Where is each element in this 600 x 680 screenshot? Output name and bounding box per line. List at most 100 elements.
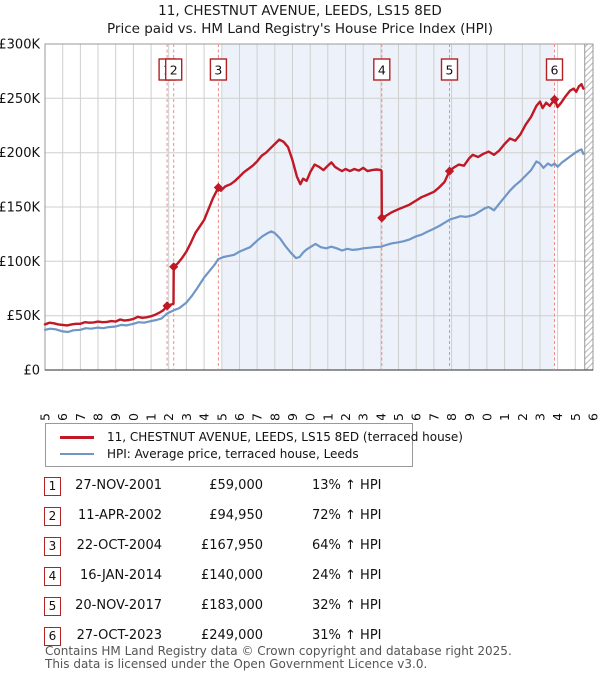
sale-vs-hpi: 31% ↑ HPI <box>312 628 382 643</box>
svg-text:2015: 2015 <box>391 413 406 420</box>
sale-price: £183,000 <box>200 598 263 613</box>
sale-date: 11-APR-2002 <box>78 508 162 523</box>
svg-text:4: 4 <box>378 63 386 78</box>
sale-number-badge: 1 <box>44 477 61 496</box>
svg-text:2014: 2014 <box>373 413 388 420</box>
sale-number-badge: 4 <box>44 567 61 586</box>
chart-legend: 11, CHESTNUT AVENUE, LEEDS, LS15 8ED (te… <box>45 423 463 467</box>
legend-label: HPI: Average price, terraced house, Leed… <box>107 447 359 461</box>
sale-price: £59,000 <box>209 478 263 493</box>
sale-table-row-2: 2 11-APR-2002 £94,950 72% ↑ HPI <box>0 507 600 529</box>
sale-flag-3: 3 <box>209 58 228 81</box>
sale-date: 20-NOV-2017 <box>75 598 162 613</box>
sale-vs-hpi: 64% ↑ HPI <box>312 538 382 553</box>
svg-text:2008: 2008 <box>267 413 282 420</box>
svg-text:1996: 1996 <box>55 413 70 420</box>
sale-flag-6: 6 <box>545 58 564 81</box>
sale-number-badge: 5 <box>44 597 61 616</box>
svg-text:3: 3 <box>214 63 222 78</box>
svg-text:2010: 2010 <box>303 413 318 420</box>
svg-text:6: 6 <box>551 63 559 78</box>
sale-date: 27-OCT-2023 <box>76 628 162 643</box>
sale-price: £94,950 <box>209 508 263 523</box>
price-paid-line <box>43 82 585 327</box>
svg-text:£50K: £50K <box>7 309 41 324</box>
svg-text:1998: 1998 <box>91 413 106 420</box>
no-data-hatch <box>584 43 594 371</box>
svg-text:2003: 2003 <box>179 413 194 420</box>
legend-line-swatch <box>60 435 94 439</box>
svg-text:2006: 2006 <box>232 413 247 420</box>
y-axis-labels: £0 £50K £100K £150K £200K £250K £300K <box>0 38 40 379</box>
sale-number-badge: 6 <box>44 627 61 646</box>
sale-table-row-1: 1 27-NOV-2001 £59,000 13% ↑ HPI <box>0 477 600 499</box>
svg-text:2021: 2021 <box>497 413 512 420</box>
sale-date: 27-NOV-2001 <box>75 478 162 493</box>
legend-item-0: 11, CHESTNUT AVENUE, LEEDS, LS15 8ED (te… <box>46 429 463 445</box>
svg-text:2016: 2016 <box>409 413 424 420</box>
svg-text:2019: 2019 <box>462 413 477 420</box>
sale-vs-hpi: 24% ↑ HPI <box>312 568 382 583</box>
sale-marker-4 <box>377 213 387 223</box>
svg-text:1999: 1999 <box>108 413 123 420</box>
svg-text:2023: 2023 <box>533 413 548 420</box>
x-axis-labels: 1995199619971998199920002001200220032004… <box>38 413 600 420</box>
sale-date: 16-JAN-2014 <box>80 568 162 583</box>
footer-line-2: This data is licensed under the Open Gov… <box>45 656 428 671</box>
svg-text:2025: 2025 <box>568 413 583 420</box>
sale-marker-2 <box>169 262 179 272</box>
svg-text:£250K: £250K <box>0 92 40 107</box>
svg-text:2012: 2012 <box>338 413 353 420</box>
svg-text:2024: 2024 <box>550 413 565 420</box>
sale-price: £140,000 <box>200 568 263 583</box>
sale-date-lines <box>166 44 555 370</box>
svg-text:£150K: £150K <box>0 201 40 216</box>
sale-table-row-5: 5 20-NOV-2017 £183,000 32% ↑ HPI <box>0 597 600 619</box>
sale-number-badge: 3 <box>44 537 61 556</box>
footer-line-1: Contains HM Land Registry data © Crown c… <box>45 644 512 658</box>
svg-text:2004: 2004 <box>197 413 212 420</box>
legend-line-swatch <box>60 452 94 456</box>
sale-flag-2: 2 <box>164 58 183 81</box>
svg-text:£0: £0 <box>23 364 40 379</box>
svg-text:1995: 1995 <box>38 413 53 420</box>
svg-text:2002: 2002 <box>161 413 176 420</box>
svg-text:2013: 2013 <box>356 413 371 420</box>
svg-text:5: 5 <box>446 63 454 78</box>
legend-item-1: HPI: Average price, terraced house, Leed… <box>46 446 412 462</box>
sale-date: 22-OCT-2004 <box>76 538 162 553</box>
svg-text:2001: 2001 <box>144 413 159 420</box>
sale-flag-4: 4 <box>373 58 391 81</box>
sale-table-row-4: 4 16-JAN-2014 £140,000 24% ↑ HPI <box>0 567 600 589</box>
sale-vs-hpi: 13% ↑ HPI <box>312 478 382 493</box>
svg-text:2: 2 <box>170 63 178 78</box>
sale-marker-1 <box>162 301 172 311</box>
sale-marker-5 <box>444 166 455 176</box>
sale-price: £167,950 <box>200 538 263 553</box>
svg-text:2007: 2007 <box>250 413 265 420</box>
legend-label: 11, CHESTNUT AVENUE, LEEDS, LS15 8ED (te… <box>107 430 463 444</box>
svg-text:2000: 2000 <box>126 413 141 420</box>
hpi-line <box>43 148 585 334</box>
license-footer: Contains HM Land Registry data © Crown c… <box>45 645 512 670</box>
svg-text:1997: 1997 <box>73 413 88 420</box>
svg-text:£100K: £100K <box>0 255 40 270</box>
svg-text:2005: 2005 <box>214 413 229 420</box>
sale-number-badge: 2 <box>44 507 61 526</box>
page-title: 11, CHESTNUT AVENUE, LEEDS, LS15 8ED <box>158 3 442 19</box>
svg-text:2017: 2017 <box>426 413 441 420</box>
svg-text:2011: 2011 <box>320 413 335 420</box>
page-subtitle: Price paid vs. HM Land Registry's House … <box>107 21 493 37</box>
sale-table-row-3: 3 22-OCT-2004 £167,950 64% ↑ HPI <box>0 537 600 559</box>
sale-vs-hpi: 72% ↑ HPI <box>312 508 382 523</box>
sale-flag-5: 5 <box>440 58 459 81</box>
sale-table-row-6: 6 27-OCT-2023 £249,000 31% ↑ HPI <box>0 627 600 649</box>
sale-marker-3 <box>213 182 223 193</box>
svg-text:£300K: £300K <box>0 38 40 53</box>
sale-price: £249,000 <box>200 628 263 643</box>
svg-text:2026: 2026 <box>586 413 600 420</box>
price-chart: 123456£0£50K£100K£150K£200K£250K£300K199… <box>0 38 600 421</box>
svg-text:£200K: £200K <box>0 146 40 161</box>
svg-text:2020: 2020 <box>479 413 494 420</box>
